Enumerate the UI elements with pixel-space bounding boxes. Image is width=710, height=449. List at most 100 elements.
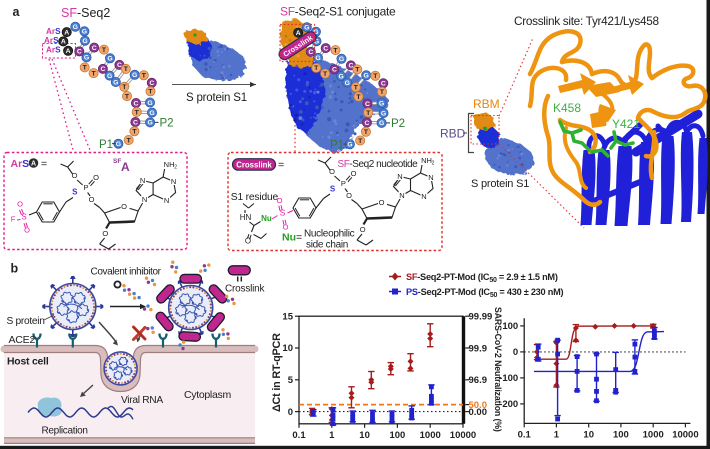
svg-text:C: C: [77, 49, 82, 56]
svg-text:T: T: [354, 85, 359, 92]
svg-text:T: T: [142, 73, 147, 80]
svg-text:S protein: S protein: [7, 316, 45, 327]
svg-text:C: C: [149, 80, 154, 87]
svg-text:O: O: [283, 223, 289, 232]
svg-text:0.00: 0.00: [469, 407, 488, 418]
svg-text:100: 100: [502, 321, 518, 332]
svg-text:G: G: [147, 100, 152, 107]
svg-text:ArS: ArS: [46, 46, 61, 55]
svg-text:T: T: [122, 84, 127, 91]
svg-text:A: A: [121, 160, 130, 174]
svg-text:T: T: [132, 129, 137, 136]
svg-text:Crosslink: Crosslink: [236, 160, 272, 169]
svg-text:G: G: [116, 141, 121, 148]
svg-text:Host cell: Host cell: [7, 357, 49, 368]
svg-text:P1: P1: [330, 140, 344, 152]
svg-text:C: C: [364, 120, 369, 127]
svg-text:ΔCt in RT-qPCR: ΔCt in RT-qPCR: [271, 333, 283, 412]
svg-text:P2: P2: [391, 118, 405, 130]
svg-text:T: T: [92, 70, 97, 77]
svg-text:Y421: Y421: [612, 117, 640, 131]
svg-text:T: T: [366, 110, 371, 117]
svg-text:HN: HN: [240, 213, 252, 222]
svg-text:G: G: [304, 25, 309, 32]
svg-text:G: G: [315, 55, 320, 62]
svg-text:O: O: [17, 200, 23, 209]
svg-text:T: T: [333, 47, 338, 54]
svg-text:10000: 10000: [450, 430, 476, 441]
svg-text:Nucleophilic: Nucleophilic: [304, 229, 355, 240]
svg-text:0.1: 0.1: [518, 429, 532, 440]
svg-text:Crosslink: Crosslink: [225, 284, 266, 295]
svg-text:C: C: [100, 66, 105, 73]
svg-text:0: 0: [288, 407, 293, 418]
svg-text:T: T: [356, 94, 361, 101]
svg-text:S1 residue: S1 residue: [231, 192, 279, 203]
svg-text:50.0: 50.0: [469, 400, 488, 411]
svg-text:100: 100: [613, 429, 629, 440]
svg-text:S: S: [21, 213, 26, 222]
svg-text:O: O: [329, 167, 335, 176]
svg-text:T: T: [148, 89, 153, 96]
svg-text:N: N: [171, 177, 176, 186]
svg-text:G: G: [73, 24, 78, 31]
svg-text:ACE2: ACE2: [9, 334, 36, 346]
svg-text:T: T: [314, 65, 319, 72]
svg-text:C: C: [133, 119, 138, 126]
svg-text:2: 2: [174, 165, 177, 171]
svg-text:10: 10: [359, 430, 370, 441]
svg-text:G: G: [84, 55, 89, 62]
svg-text:G: G: [82, 29, 87, 36]
svg-text:NH: NH: [421, 156, 432, 165]
svg-text:O: O: [89, 195, 95, 204]
svg-text:SF-Seq2-PT-Mod (IC50 = 2.9 ± 1: SF-Seq2-PT-Mod (IC50 = 2.9 ± 1.5 nM): [406, 272, 558, 284]
svg-text:SF-Seq2-S1 conjugate: SF-Seq2-S1 conjugate: [280, 5, 396, 19]
svg-text:0: 0: [513, 347, 518, 358]
svg-text:1: 1: [554, 429, 560, 440]
svg-text:10: 10: [282, 343, 293, 354]
svg-text:O: O: [102, 229, 108, 238]
svg-text:T: T: [358, 138, 363, 145]
svg-text:N: N: [428, 173, 433, 182]
svg-text:C: C: [134, 100, 139, 107]
svg-text:C: C: [381, 81, 386, 88]
svg-text:G: G: [379, 100, 384, 107]
svg-text:Viral RNA: Viral RNA: [121, 395, 163, 406]
svg-text:A: A: [31, 161, 36, 168]
svg-text:0.1: 0.1: [292, 430, 306, 441]
svg-text:C: C: [323, 45, 328, 52]
svg-text:RBD: RBD: [440, 127, 466, 141]
svg-text:O: O: [379, 198, 385, 207]
svg-text:ArS: ArS: [46, 27, 61, 36]
svg-text:O: O: [72, 171, 78, 180]
svg-text:=: =: [278, 159, 284, 171]
svg-text:Nu: Nu: [282, 232, 296, 244]
svg-text:C: C: [308, 49, 313, 56]
svg-text:O: O: [93, 173, 99, 182]
svg-text:2: 2: [432, 161, 435, 167]
svg-text:b: b: [11, 262, 19, 276]
svg-text:G: G: [379, 120, 384, 127]
svg-text:O: O: [24, 226, 30, 235]
svg-text:10000: 10000: [672, 429, 698, 440]
svg-text:Replication: Replication: [42, 426, 88, 437]
svg-text:-200: -200: [499, 399, 518, 410]
svg-text:99.9: 99.9: [469, 343, 488, 354]
svg-text:P: P: [83, 183, 88, 192]
svg-text:A: A: [64, 29, 69, 36]
svg-text:O: O: [245, 237, 251, 246]
svg-text:1000: 1000: [643, 429, 664, 440]
svg-text:ArS: ArS: [11, 158, 30, 170]
svg-text:O: O: [360, 225, 366, 234]
svg-text:side chain: side chain: [306, 240, 348, 251]
svg-text:F: F: [11, 215, 16, 224]
svg-text:G: G: [82, 38, 87, 45]
svg-text:C: C: [348, 63, 353, 70]
svg-text:S: S: [280, 208, 286, 218]
svg-text:Nu: Nu: [261, 214, 272, 223]
svg-text:NH: NH: [164, 160, 175, 169]
svg-text:SF: SF: [113, 158, 121, 165]
svg-text:96.9: 96.9: [469, 375, 488, 386]
svg-text:G: G: [347, 142, 352, 149]
svg-text:O: O: [277, 196, 283, 205]
